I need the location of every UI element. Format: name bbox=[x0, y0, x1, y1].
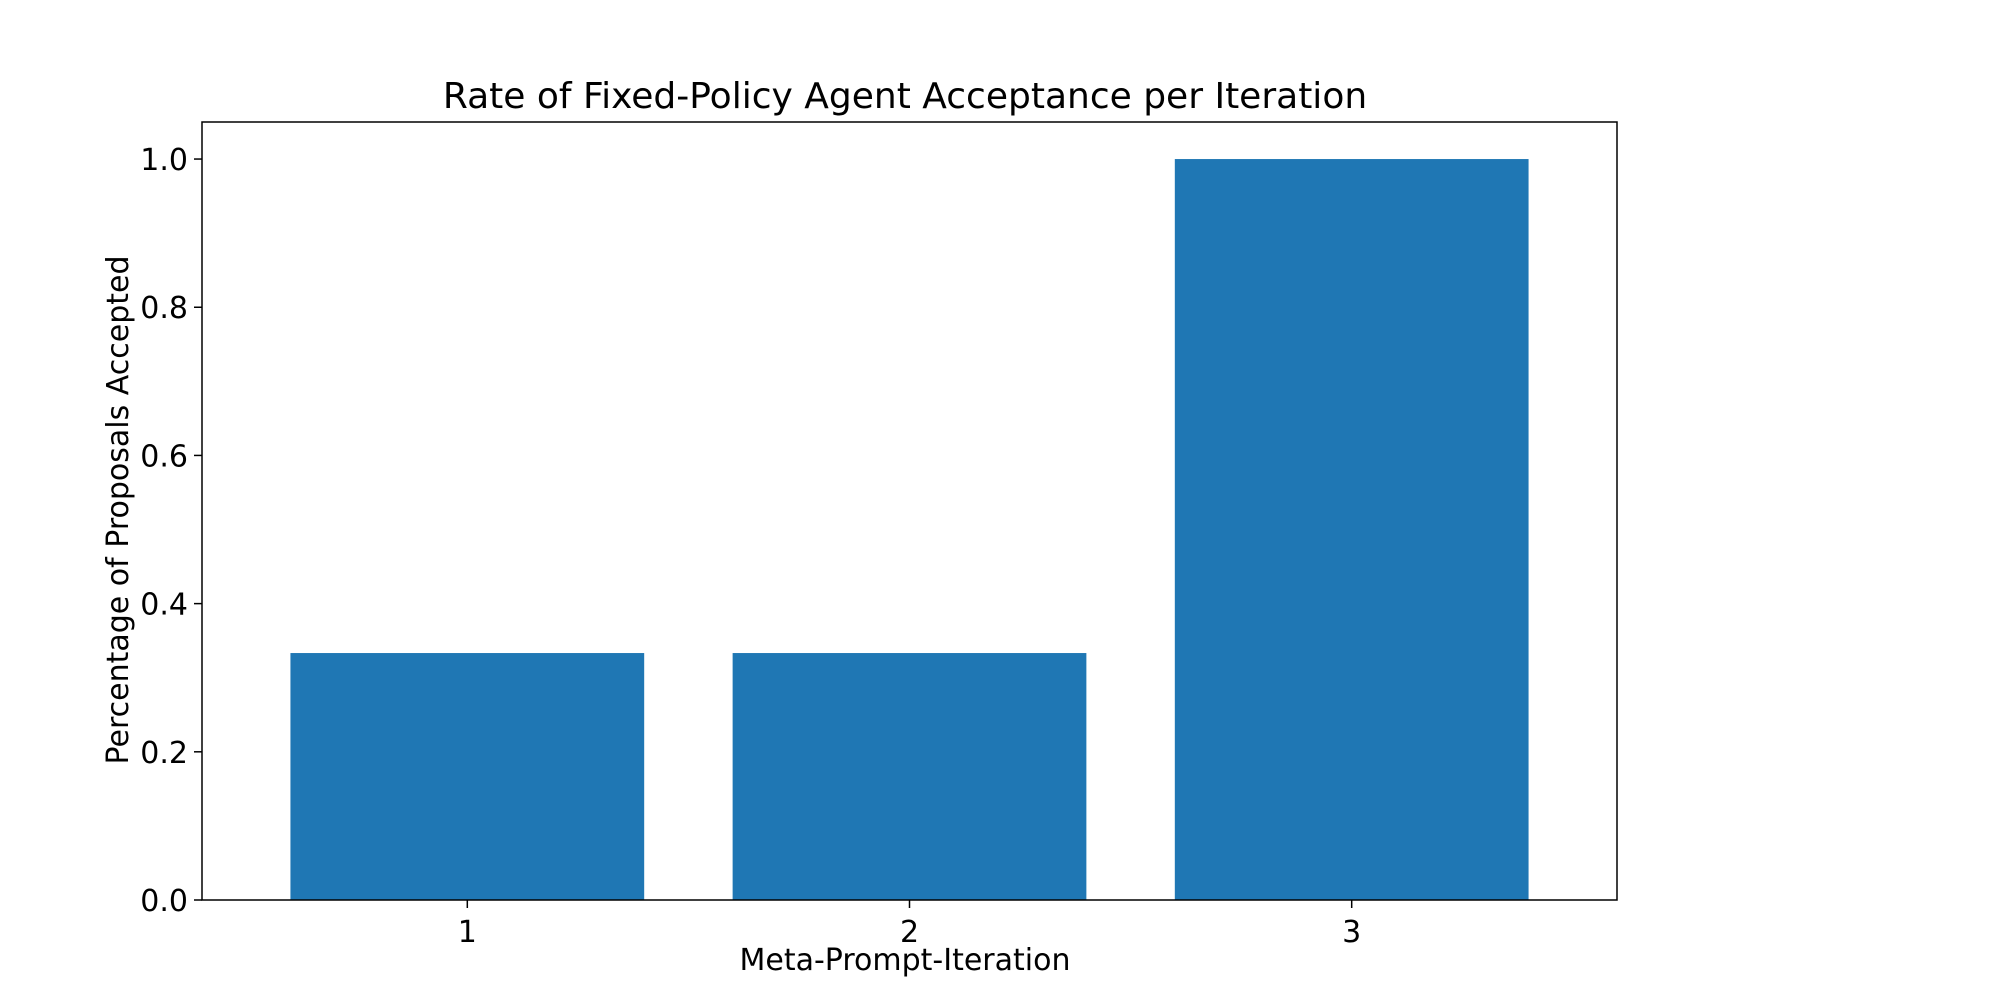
y-tick-label: 0.2 bbox=[140, 736, 188, 771]
x-tick-label: 3 bbox=[1342, 915, 1361, 950]
x-tick-label: 1 bbox=[458, 915, 477, 950]
y-tick-label: 0.0 bbox=[140, 884, 188, 919]
bars-layer bbox=[290, 159, 1529, 901]
bar-2 bbox=[732, 653, 1087, 900]
y-axis-label: Percentage of Proposals Accepted bbox=[101, 255, 136, 764]
x-axis-label: Meta-Prompt-Iteration bbox=[739, 943, 1070, 978]
y-tick-label: 0.6 bbox=[140, 439, 188, 474]
chart-title: Rate of Fixed-Policy Agent Acceptance pe… bbox=[443, 76, 1367, 117]
bar-1 bbox=[290, 653, 645, 900]
y-tick-label: 0.4 bbox=[140, 588, 188, 623]
x-tick-label: 2 bbox=[900, 915, 919, 950]
y-tick-label: 1.0 bbox=[140, 143, 188, 178]
x-axis-ticks: 1 2 3 bbox=[458, 900, 1361, 950]
y-tick-label: 0.8 bbox=[140, 291, 188, 326]
bar-3 bbox=[1174, 159, 1529, 901]
y-axis-ticks: 0.0 0.2 0.4 0.6 0.8 1.0 bbox=[140, 143, 202, 919]
